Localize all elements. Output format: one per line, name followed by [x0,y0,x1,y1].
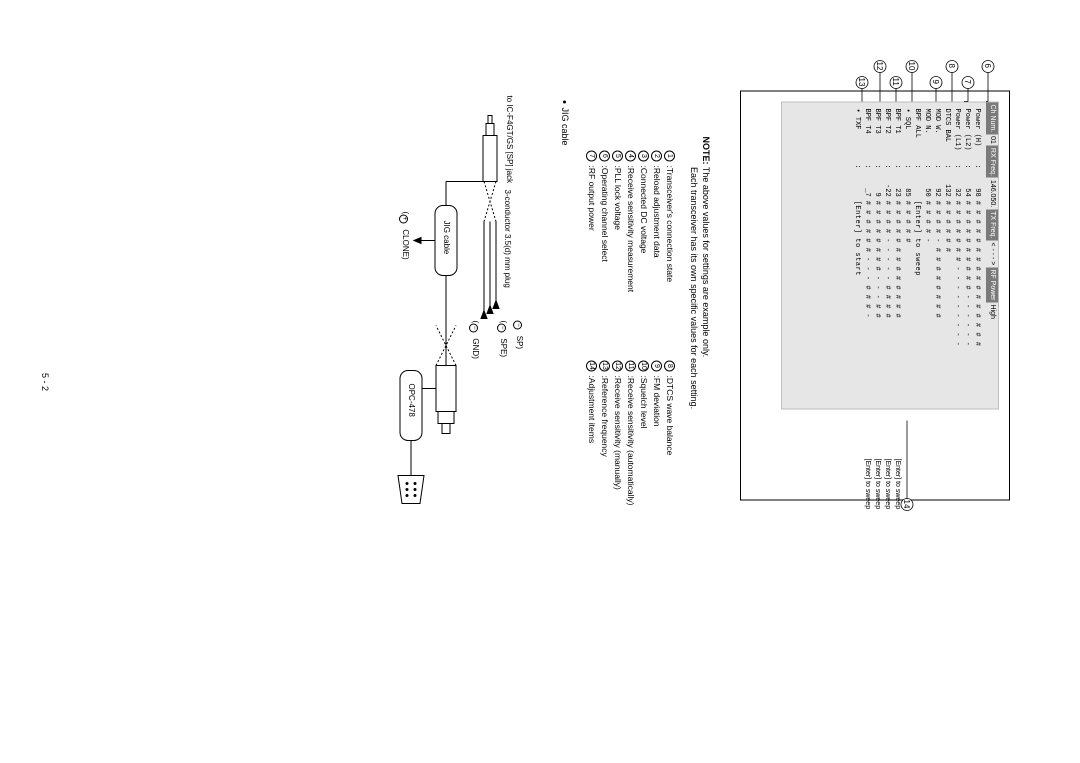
pin-spe: SPE [499,338,508,354]
pin-clone: CLONE [401,229,410,257]
minus-icon: − [514,320,523,329]
jig-title: JIG cable [560,100,570,145]
minus-icon: − [498,323,507,332]
leg-text: RF output power [585,167,598,230]
legend-col2: 8: DTCS wave balance 9: FM deviation 10:… [585,360,676,505]
leg-text: Operating channel select [598,167,611,261]
circ-7: 7 [586,150,597,161]
leg-text: Transceiver's connection state [663,167,676,281]
circ-12: 12 [612,360,623,371]
cable-diagram: to IC-F4GT/GS [SP] jack 3-conductor 3.5(… [392,95,552,575]
note-label: NOTE: [701,136,711,164]
leg-text: Squelch level [637,377,650,428]
pin-sp: SP [515,335,524,346]
circ-5: 5 [612,150,623,161]
circ-13: 13 [599,360,610,371]
minus-icon: − [470,323,479,332]
leg-text: Adjustment items [585,377,598,442]
circ-11: 11 [625,360,636,371]
svg-text:13: 13 [857,77,866,86]
leg-text: FM deviation [650,377,663,426]
circ-14: 14 [586,360,597,371]
leg-text: Connected DC voltage [637,167,650,253]
svg-text:14: 14 [902,499,911,508]
svg-text:7: 7 [963,79,972,84]
circ-2: 2 [651,150,662,161]
jig-box-label: JIG cable [442,220,451,254]
circ-3: 3 [638,150,649,161]
svg-text:8: 8 [947,63,956,68]
svg-text:6: 6 [983,63,992,68]
leg-text: Receive sensitivity measurement [624,167,637,291]
circ-9: 9 [651,360,662,371]
svg-text:10: 10 [907,61,916,70]
circ-10: 10 [638,360,649,371]
note-line2: Each transceiver has its own specific va… [689,167,699,409]
legend-col1: 1: Transceiver's connection state 2: Rel… [585,150,676,292]
circ-4: 4 [625,150,636,161]
circ-1: 1 [664,150,675,161]
note-line1: The above values for settings are exampl… [701,166,711,356]
note-block: NOTE: The above values for settings are … [688,136,712,409]
jig-title-text: JIG cable [560,107,570,145]
callout-pointers: 6 7 8 9 10 11 12 13 14 [680,0,1080,600]
svg-text:11: 11 [891,77,900,86]
leg-text: Reference frequency [598,377,611,456]
circ-6: 6 [599,150,610,161]
leg-text: Receive sensitivity (manually) [611,377,624,489]
circ-8: 8 [664,360,675,371]
plus-icon: + [400,214,409,223]
svg-text:12: 12 [875,61,884,70]
pin-gnd: GND [471,338,480,356]
bullet-icon [563,100,566,103]
leg-text: DTCS wave balance [663,377,676,454]
page-number: 5 - 2 [40,0,50,763]
leg-text: PLL lock voltage [611,167,624,229]
svg-text:9: 9 [931,79,940,84]
leg-text: Receive sensitivity (automatically) [624,377,637,505]
left-jack-label: to IC-F4GT/GS [SP] jack [505,95,514,183]
plug-label: 3-conductor 3.5(d) mm plug [503,189,512,287]
leg-text: Reload adjustment data [650,167,663,257]
opc-box-label: OPC-478 [407,383,416,416]
